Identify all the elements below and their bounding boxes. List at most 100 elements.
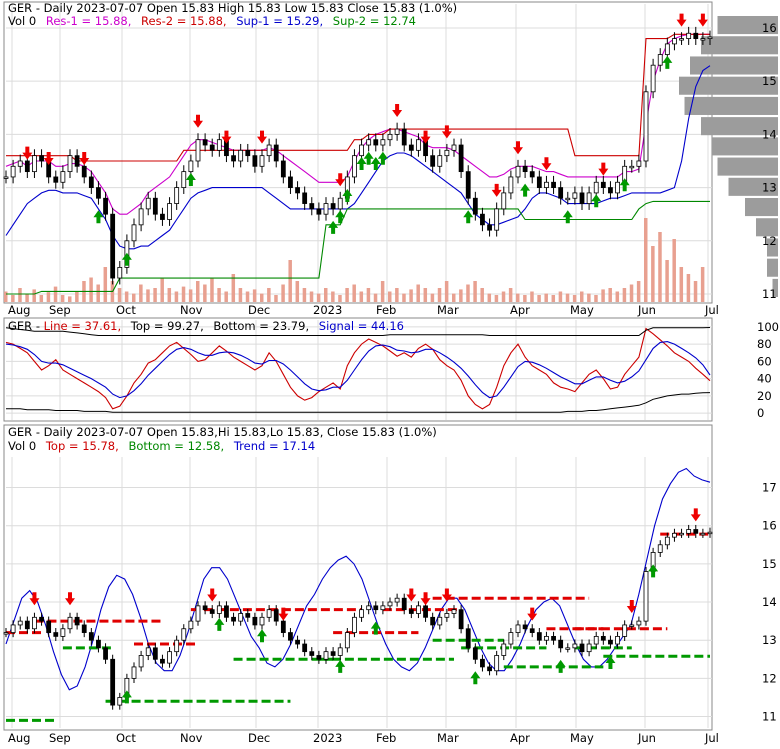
x-tick-label: 2023 bbox=[313, 731, 342, 745]
x-tick-label: Feb bbox=[376, 731, 396, 745]
price-candle-body bbox=[401, 128, 407, 146]
down-arrow bbox=[193, 114, 203, 128]
y-tick-label: 16 bbox=[762, 519, 777, 533]
volume-bar bbox=[608, 288, 612, 302]
volume-bar bbox=[25, 293, 29, 302]
trend-candle-body bbox=[430, 616, 436, 626]
price-candle-body bbox=[238, 149, 244, 162]
legend-bottom-2: Bottom = 12.58, bbox=[128, 439, 224, 453]
trend-candle-body bbox=[423, 605, 428, 618]
price-candle-body bbox=[458, 144, 464, 173]
volume-bar bbox=[217, 288, 221, 302]
down-arrow bbox=[420, 130, 431, 144]
x-tick-label: 2023 bbox=[313, 303, 342, 317]
trend-candle-body bbox=[288, 632, 293, 641]
trend-candle-body bbox=[266, 609, 272, 618]
x-tick-label: Jun bbox=[637, 303, 656, 317]
trend-candle-body bbox=[231, 616, 236, 622]
down-arrow bbox=[626, 599, 637, 613]
trend-candle-body bbox=[444, 613, 450, 618]
trend-candle-body bbox=[387, 601, 393, 607]
trend-candle-body bbox=[487, 666, 492, 672]
legend-bottom: Bottom = 23.79, bbox=[213, 319, 309, 333]
up-arrow bbox=[93, 210, 104, 224]
x-tick-label: Oct bbox=[116, 731, 136, 745]
x-tick-label: Jun bbox=[637, 731, 656, 745]
price-candle-body bbox=[74, 155, 80, 167]
trend-candle-body bbox=[245, 613, 251, 618]
price-candle-body bbox=[679, 38, 684, 41]
trend-candle-body bbox=[629, 624, 635, 627]
trend-candle-body bbox=[373, 605, 379, 611]
price-candle-body bbox=[551, 181, 556, 188]
price-candle-body bbox=[352, 155, 357, 178]
trend-candle-body bbox=[10, 624, 16, 633]
x-tick-label: Aug bbox=[8, 731, 30, 745]
trend-candle-body bbox=[96, 639, 101, 649]
volume-bar bbox=[146, 289, 150, 302]
volume-bar bbox=[260, 293, 264, 302]
price-candle-body bbox=[359, 144, 364, 157]
price-candle-body bbox=[131, 224, 137, 242]
volume-bar bbox=[295, 281, 300, 302]
volume-bar bbox=[416, 284, 420, 302]
trend-candle-body bbox=[636, 620, 642, 626]
volume-bar bbox=[452, 293, 456, 302]
trend-candle-body bbox=[551, 635, 556, 641]
volume-bar bbox=[430, 293, 435, 302]
volume-bar bbox=[523, 295, 527, 302]
trend-candle-body bbox=[323, 651, 329, 660]
x-tick-label: Apr bbox=[510, 303, 530, 317]
price-candle-body bbox=[174, 187, 180, 204]
y-tick-label: 13 bbox=[762, 633, 777, 647]
svg-text:Vol 0 Res-1 = 15.88,: Vol 0 Res-1 = 15.88, Res-2 = 15.88, Sup-… bbox=[8, 14, 416, 28]
price-candle-body bbox=[515, 165, 521, 178]
trend-candle-body bbox=[167, 651, 172, 664]
volume-bar bbox=[53, 286, 58, 302]
trend-candle-body bbox=[465, 628, 471, 649]
legend-signal: Signal = 44.16 bbox=[319, 319, 404, 333]
down-arrow bbox=[22, 146, 33, 160]
volume-bar bbox=[530, 291, 534, 302]
volume-bar bbox=[395, 288, 399, 302]
up-arrow bbox=[605, 656, 616, 670]
trend-candle-body bbox=[693, 529, 699, 534]
volume-bar bbox=[331, 291, 335, 302]
trend-candle-body bbox=[259, 616, 265, 626]
volume-bar bbox=[558, 291, 563, 302]
trend-panel-legend: Vol 0 Top = 15.78, Bottom = 12.58, Trend… bbox=[8, 439, 315, 453]
down-arrow bbox=[541, 157, 552, 171]
price-candle-body bbox=[480, 213, 485, 226]
trend-candle-body bbox=[344, 632, 350, 649]
volume-bar bbox=[224, 291, 228, 302]
price-candle-body bbox=[323, 203, 329, 215]
trend-candle-body bbox=[366, 605, 372, 611]
volume-bar bbox=[437, 288, 442, 302]
trend-candle-body bbox=[600, 635, 606, 641]
trend-candle-body bbox=[615, 635, 620, 645]
trend-candle-body bbox=[494, 655, 500, 672]
price-candle-body bbox=[373, 139, 379, 146]
legend-vol-2: Vol 0 bbox=[8, 439, 36, 453]
volume-bar bbox=[338, 295, 342, 302]
up-arrow bbox=[662, 55, 673, 69]
volume-bar bbox=[651, 246, 655, 302]
trend-candle-body bbox=[209, 609, 215, 614]
x-tick-label: Dec bbox=[248, 731, 270, 745]
series-sup-1-line bbox=[5, 65, 711, 250]
volume-bar bbox=[629, 284, 634, 302]
volume-bar bbox=[402, 293, 406, 302]
volume-bar bbox=[508, 288, 513, 302]
price-candle-body bbox=[608, 187, 613, 194]
series-top-line bbox=[5, 327, 711, 336]
x-tick-label: Dec bbox=[248, 303, 270, 317]
trend-panel-frame bbox=[3, 424, 713, 731]
up-arrow bbox=[562, 210, 573, 224]
volume-bar bbox=[174, 291, 179, 302]
down-arrow bbox=[441, 588, 452, 602]
series-bottom-line bbox=[6, 392, 711, 413]
price-candle-body bbox=[202, 139, 208, 146]
volume-bar bbox=[494, 295, 499, 302]
down-arrow bbox=[392, 104, 403, 118]
